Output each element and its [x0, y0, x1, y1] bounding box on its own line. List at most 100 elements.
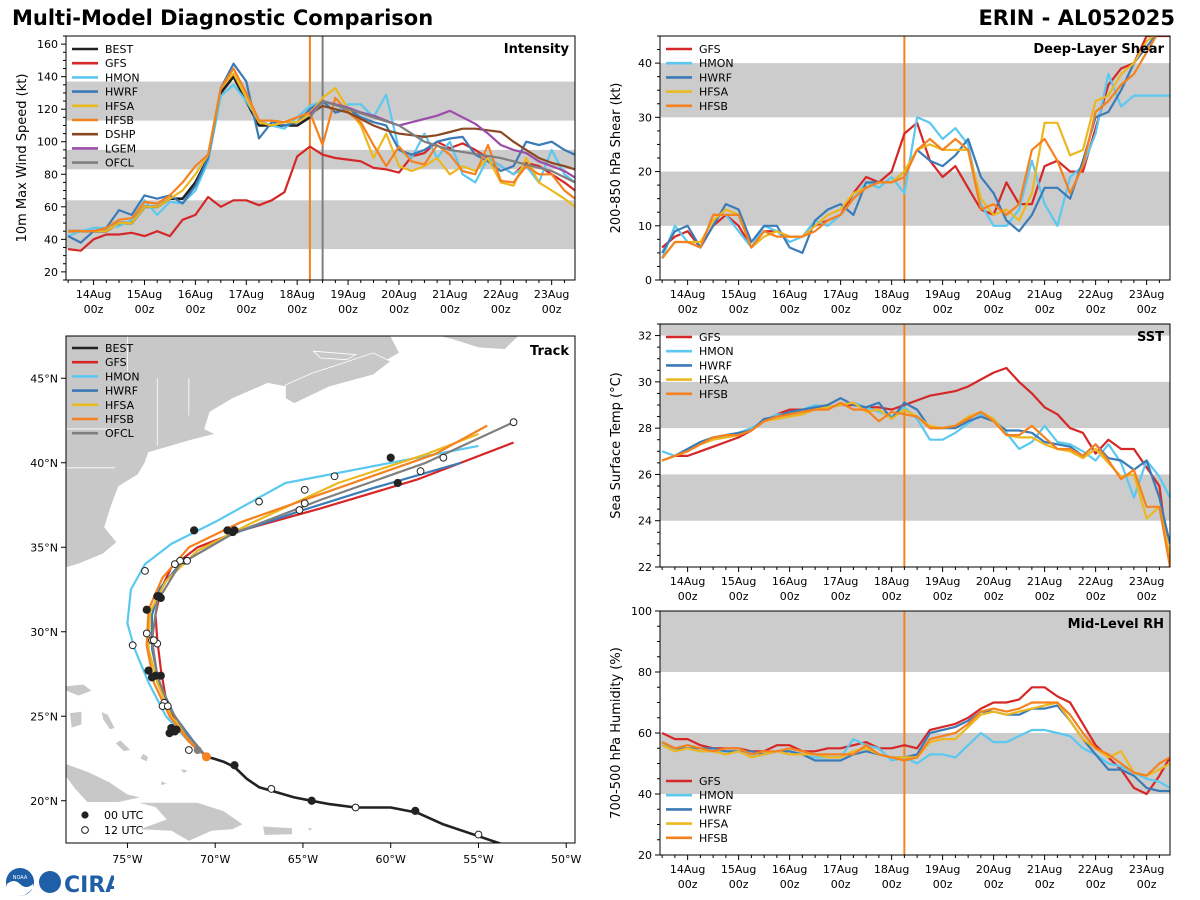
threshold-band: [660, 381, 1170, 429]
series-line-dshp: [309, 104, 575, 171]
legend-label-hmon: HMON: [699, 789, 734, 802]
x-tick-label: 00z: [287, 303, 307, 316]
legend-label-lgem: LGEM: [105, 142, 136, 155]
track-marker-00z: [170, 727, 179, 736]
x-tick-label: 16Aug: [178, 288, 213, 301]
legend-label-gfs: GFS: [699, 775, 721, 788]
y-tick-label: 60: [638, 727, 652, 740]
land-area: [262, 825, 293, 836]
ofcl-position-marker: [193, 746, 202, 755]
x-tick-label: 00z: [882, 878, 902, 891]
x-tick-label: 00z: [1086, 303, 1106, 316]
x-tick-label: 16Aug: [772, 863, 807, 876]
land-area: [160, 779, 169, 787]
legend-label-hfsa: HFSA: [105, 100, 135, 113]
legend-label-dshp: DSHP: [105, 128, 136, 141]
x-tick-label: 00z: [1035, 303, 1055, 316]
track-marker-12z: [474, 830, 483, 839]
track-marker-12z: [267, 785, 276, 793]
y-axis-label: 10m Max Wind Speed (kt): [15, 74, 30, 243]
land-area: [66, 683, 94, 697]
track-marker-12z: [416, 467, 425, 476]
x-tick-label: 00z: [831, 878, 851, 891]
cira-logo: NOAA CIRA: [6, 868, 114, 898]
track-marker-12z: [141, 567, 149, 575]
track-marker-12z: [351, 803, 360, 812]
x-tick-label: 23Aug: [1129, 863, 1164, 876]
axes-frame: [65, 335, 576, 844]
legend-label-hfsa: HFSA: [699, 374, 729, 387]
panel-sst: 22 24 26 28 30 32 14Aug 00z 15Aug 00z 16Aug 00z 17Au…: [609, 323, 1171, 603]
y-tick-label: 20: [638, 849, 652, 862]
legend-label-hwrf: HWRF: [699, 359, 732, 372]
plot-area-intensity: [66, 36, 575, 280]
x-tick-label: 23Aug: [1129, 575, 1164, 588]
globe-icon: [39, 871, 61, 893]
y-tick-label: 45°N: [30, 372, 58, 385]
cira-logo-text: CIRA: [64, 873, 114, 898]
x-tick-label: 20Aug: [976, 575, 1011, 588]
x-tick-label: 00z: [389, 303, 409, 316]
track-marker-00z: [386, 453, 395, 462]
x-tick-label: 00z: [984, 303, 1004, 316]
x-tick-label: 19Aug: [925, 863, 960, 876]
x-tick-label: 00z: [933, 878, 953, 891]
x-tick-label: 21Aug: [1027, 575, 1062, 588]
panel-title: SST: [1137, 330, 1164, 345]
series-line-hfsb: [661, 401, 1170, 567]
track-line-ofcl: [150, 421, 515, 758]
land-area: [284, 352, 392, 405]
y-tick-label: 100: [37, 136, 58, 149]
legend-label-hfsa: HFSA: [105, 399, 135, 412]
x-tick-label: 22Aug: [1078, 288, 1113, 301]
track-marker-12z: [255, 497, 263, 506]
y-tick-label: 26: [638, 468, 652, 481]
legend-label-hfsb: HFSB: [699, 100, 728, 113]
x-tick-label: 21Aug: [1027, 863, 1062, 876]
plot-area-shear: [660, 36, 1170, 280]
x-tick-label: 19Aug: [925, 575, 960, 588]
track-line-hfsb: [145, 424, 488, 758]
track-marker-12z: [295, 506, 304, 514]
y-tick-label: 20: [44, 266, 58, 279]
legend-label-12z: 12 UTC: [104, 824, 144, 837]
legend-marker-12z: [81, 826, 89, 834]
track-marker-12z: [142, 629, 151, 638]
panel-title: Track: [530, 344, 569, 359]
x-tick-label: 00z: [933, 303, 953, 316]
x-tick-label: 00z: [338, 303, 358, 316]
x-tick-label: 14Aug: [670, 288, 705, 301]
plot-area-track: [66, 336, 520, 850]
track-marker-00z: [144, 666, 153, 675]
x-tick-label: 00z: [831, 303, 851, 316]
x-tick-label: 19Aug: [925, 288, 960, 301]
track-marker-12z: [149, 636, 158, 645]
legend-marker-00z: [81, 811, 89, 819]
track-marker-00z: [393, 478, 402, 488]
threshold-band: [660, 474, 1170, 521]
track-marker-00z: [411, 806, 420, 815]
x-tick-label: 00z: [440, 303, 460, 316]
land-area: [340, 845, 345, 850]
legend-label-gfs: GFS: [699, 43, 721, 56]
x-tick-label: 00z: [1137, 878, 1157, 891]
track-marker-00z: [307, 796, 316, 805]
x-tick-label: 00z: [933, 590, 953, 603]
x-tick-label: 50°W: [551, 853, 581, 866]
x-tick-label: 00z: [1137, 590, 1157, 603]
y-tick-label: 40: [638, 57, 652, 70]
legend-label-ofcl: OFCL: [105, 157, 135, 170]
y-tick-label: 35°N: [30, 541, 58, 554]
x-tick-label: 00z: [135, 303, 155, 316]
plot-area-sst: [660, 324, 1170, 567]
panel-title: Mid-Level RH: [1068, 617, 1164, 632]
legend-label-hwrf: HWRF: [105, 385, 138, 398]
y-tick-label: 25°N: [30, 710, 58, 723]
x-tick-label: 00z: [729, 590, 749, 603]
x-tick-label: 00z: [678, 878, 698, 891]
x-tick-label: 00z: [542, 303, 562, 316]
